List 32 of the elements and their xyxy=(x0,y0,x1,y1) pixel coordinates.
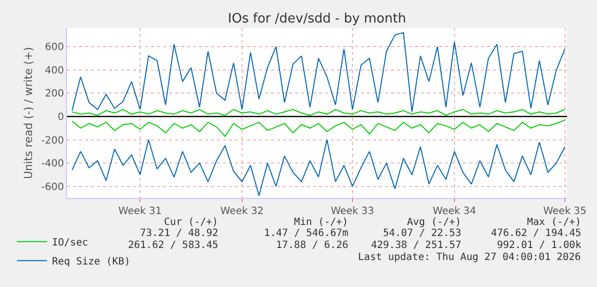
text: Avg (-/+) xyxy=(407,217,462,228)
legend-label: Req Size (KB) xyxy=(52,256,130,268)
y-tick-label: 200 xyxy=(44,88,64,100)
text: 1.47 / 546.67m xyxy=(264,228,348,239)
text: 261.62 / 583.45 xyxy=(128,240,218,251)
y-tick-label: 600 xyxy=(44,42,64,54)
text: Min (-/+) xyxy=(294,217,348,228)
text: 992.01 / 1.00k xyxy=(497,240,582,251)
y-tick-label: -400 xyxy=(41,158,64,170)
y-tick-label: 0 xyxy=(58,112,64,123)
text: Cur (-/+) xyxy=(164,217,218,228)
line-series xyxy=(72,119,566,137)
text: Last update: Thu Aug 27 04:00:01 2026 xyxy=(358,252,581,263)
text: 476.62 / 194.45 xyxy=(491,228,582,239)
y-tick-label: -200 xyxy=(41,135,64,146)
x-tick-label: Week 31 xyxy=(118,206,162,217)
y-tick-label: 400 xyxy=(44,65,64,76)
text: 73.21 / 48.92 xyxy=(140,228,218,239)
x-tick-label: Week 35 xyxy=(543,206,587,217)
legend-label: IO/sec xyxy=(52,238,88,249)
text: 17.88 / 6.26 xyxy=(276,240,348,251)
y-axis-title: Units read (-) / write (+) xyxy=(22,46,35,180)
text: Max (-/+) xyxy=(527,217,582,228)
x-tick-label: Week 33 xyxy=(330,206,374,217)
x-tick-label: Week 34 xyxy=(432,206,476,217)
chart-title: IOs for /dev/sdd - by month xyxy=(228,12,406,27)
x-tick-label: Week 32 xyxy=(220,206,264,217)
text: 429.38 / 251.57 xyxy=(371,240,462,251)
text: 54.07 / 22.53 xyxy=(383,228,462,239)
line-series xyxy=(72,139,566,196)
line-series xyxy=(72,32,566,112)
y-tick-label: -600 xyxy=(41,182,64,193)
